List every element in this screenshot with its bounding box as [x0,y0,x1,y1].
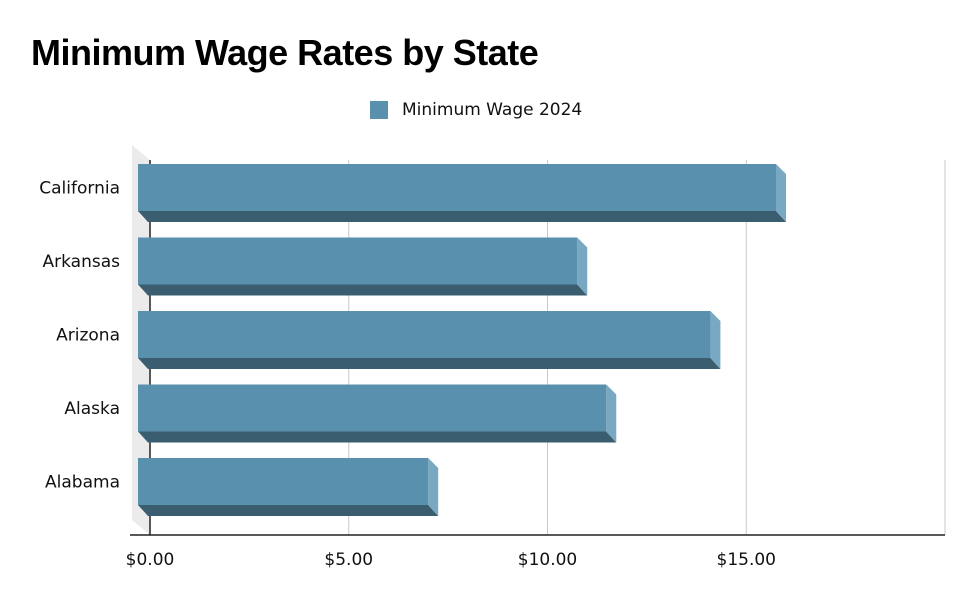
legend-label: Minimum Wage 2024 [402,100,583,120]
x-tick-label: $5.00 [324,550,373,570]
bar-bottom-face [138,211,786,222]
bar-bottom-face [138,505,439,516]
bar-side-face [710,311,721,369]
x-tick-label: $15.00 [717,550,776,570]
bar-side-face [776,164,786,222]
legend-swatch [370,101,388,119]
bar-bottom-face [138,431,617,443]
legend: Minimum Wage 2024 [370,100,582,120]
y-category-label: Arizona [56,326,120,346]
bar-side-face [577,237,588,296]
bar-side-face [606,384,617,443]
x-tick-label: $10.00 [518,550,577,570]
y-category-label: Arkansas [43,252,121,272]
y-category-label: California [39,179,120,199]
y-category-label: Alaska [64,399,120,419]
x-tick-label: $0.00 [126,550,175,570]
bar [138,311,711,358]
bar [138,384,607,432]
y-category-label: Alabama [45,473,120,493]
bar [138,458,429,505]
bar-bottom-face [138,358,721,369]
bar-side-face [428,458,439,516]
bar [138,164,776,211]
bar-bottom-face [138,284,588,296]
bar [138,237,578,285]
chart-title: Minimum Wage Rates by State [31,32,539,73]
